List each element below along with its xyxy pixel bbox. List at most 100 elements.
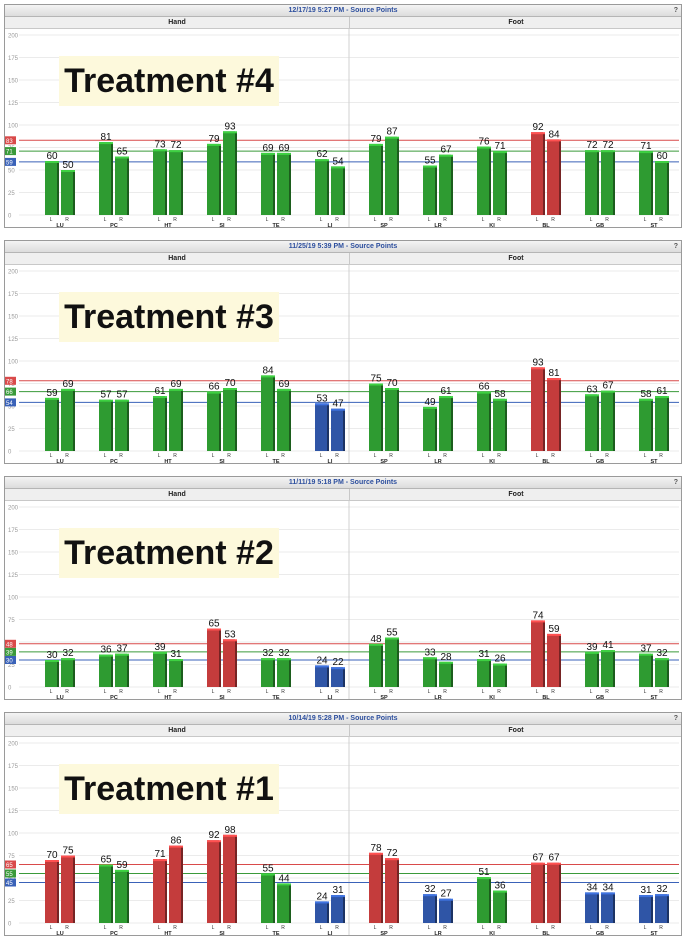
bar[interactable] bbox=[45, 397, 57, 451]
bar[interactable] bbox=[639, 398, 651, 451]
help-icon[interactable]: ? bbox=[673, 243, 678, 250]
bar[interactable] bbox=[493, 151, 505, 215]
bar[interactable] bbox=[99, 654, 111, 687]
bar[interactable] bbox=[493, 890, 505, 923]
bar[interactable] bbox=[115, 156, 127, 216]
bar[interactable] bbox=[369, 852, 381, 923]
bar[interactable] bbox=[315, 159, 327, 215]
bar[interactable] bbox=[423, 406, 435, 451]
bar[interactable] bbox=[331, 667, 343, 687]
bar[interactable] bbox=[585, 394, 597, 451]
bar[interactable] bbox=[207, 143, 219, 215]
bar[interactable] bbox=[169, 659, 181, 687]
bar[interactable] bbox=[531, 620, 543, 687]
bar[interactable] bbox=[153, 396, 165, 451]
bar[interactable] bbox=[169, 150, 181, 215]
bar[interactable] bbox=[547, 862, 559, 923]
bar[interactable] bbox=[639, 151, 651, 215]
bar[interactable] bbox=[385, 858, 397, 923]
bar[interactable] bbox=[45, 660, 57, 687]
bar[interactable] bbox=[655, 161, 667, 215]
bar[interactable] bbox=[531, 132, 543, 215]
bar[interactable] bbox=[277, 152, 289, 215]
bar[interactable] bbox=[601, 390, 613, 451]
bar[interactable] bbox=[493, 663, 505, 687]
bar[interactable] bbox=[585, 892, 597, 923]
bar[interactable] bbox=[423, 894, 435, 923]
bar[interactable] bbox=[531, 862, 543, 923]
bar[interactable] bbox=[439, 898, 451, 923]
bar[interactable] bbox=[655, 658, 667, 687]
bar[interactable] bbox=[223, 639, 235, 687]
bar[interactable] bbox=[277, 388, 289, 451]
bar[interactable] bbox=[153, 859, 165, 923]
bar[interactable] bbox=[115, 869, 127, 923]
bar[interactable] bbox=[315, 403, 327, 451]
bar[interactable] bbox=[223, 388, 235, 451]
bar[interactable] bbox=[99, 399, 111, 451]
bar[interactable] bbox=[423, 165, 435, 216]
bar[interactable] bbox=[99, 864, 111, 924]
bar[interactable] bbox=[153, 149, 165, 215]
bar[interactable] bbox=[585, 651, 597, 687]
bar[interactable] bbox=[385, 388, 397, 451]
bar[interactable] bbox=[207, 840, 219, 923]
bar[interactable] bbox=[385, 136, 397, 215]
bar[interactable] bbox=[655, 396, 667, 451]
bar[interactable] bbox=[601, 650, 613, 687]
bar[interactable] bbox=[277, 883, 289, 923]
bar[interactable] bbox=[585, 150, 597, 215]
bar[interactable] bbox=[639, 653, 651, 687]
bar[interactable] bbox=[61, 388, 73, 451]
bar[interactable] bbox=[261, 873, 273, 924]
bar[interactable] bbox=[261, 375, 273, 451]
bar[interactable] bbox=[601, 892, 613, 923]
bar[interactable] bbox=[439, 154, 451, 215]
bar[interactable] bbox=[547, 139, 559, 215]
bar[interactable] bbox=[331, 408, 343, 451]
bar[interactable] bbox=[169, 388, 181, 451]
bar[interactable] bbox=[423, 657, 435, 687]
bar[interactable] bbox=[477, 391, 489, 451]
bar[interactable] bbox=[639, 895, 651, 923]
bar[interactable] bbox=[439, 396, 451, 451]
bar[interactable] bbox=[115, 653, 127, 687]
bar[interactable] bbox=[45, 161, 57, 215]
bar[interactable] bbox=[61, 170, 73, 215]
bar[interactable] bbox=[277, 658, 289, 687]
bar[interactable] bbox=[207, 628, 219, 688]
bar[interactable] bbox=[261, 658, 273, 687]
help-icon[interactable]: ? bbox=[673, 479, 678, 486]
bar[interactable] bbox=[45, 860, 57, 923]
bar[interactable] bbox=[369, 643, 381, 687]
bar[interactable] bbox=[331, 895, 343, 923]
bar[interactable] bbox=[477, 146, 489, 215]
bar[interactable] bbox=[601, 150, 613, 215]
bar[interactable] bbox=[493, 398, 505, 451]
bar[interactable] bbox=[385, 637, 397, 688]
help-icon[interactable]: ? bbox=[673, 7, 678, 14]
bar[interactable] bbox=[655, 894, 667, 923]
bar[interactable] bbox=[531, 367, 543, 451]
bar[interactable] bbox=[369, 383, 381, 452]
bar[interactable] bbox=[261, 152, 273, 215]
bar[interactable] bbox=[477, 659, 489, 687]
bar[interactable] bbox=[61, 658, 73, 687]
bar[interactable] bbox=[115, 399, 127, 451]
bar[interactable] bbox=[369, 143, 381, 215]
bar[interactable] bbox=[547, 378, 559, 451]
bar[interactable] bbox=[315, 901, 327, 923]
help-icon[interactable]: ? bbox=[673, 715, 678, 722]
bar[interactable] bbox=[315, 665, 327, 687]
bar[interactable] bbox=[223, 131, 235, 215]
bar[interactable] bbox=[439, 661, 451, 687]
bar[interactable] bbox=[477, 877, 489, 923]
bar[interactable] bbox=[169, 845, 181, 923]
bar[interactable] bbox=[99, 142, 111, 215]
bar[interactable] bbox=[207, 391, 219, 451]
bar[interactable] bbox=[547, 633, 559, 687]
bar[interactable] bbox=[223, 834, 235, 923]
bar[interactable] bbox=[153, 651, 165, 687]
bar[interactable] bbox=[61, 855, 73, 924]
bar[interactable] bbox=[331, 166, 343, 215]
